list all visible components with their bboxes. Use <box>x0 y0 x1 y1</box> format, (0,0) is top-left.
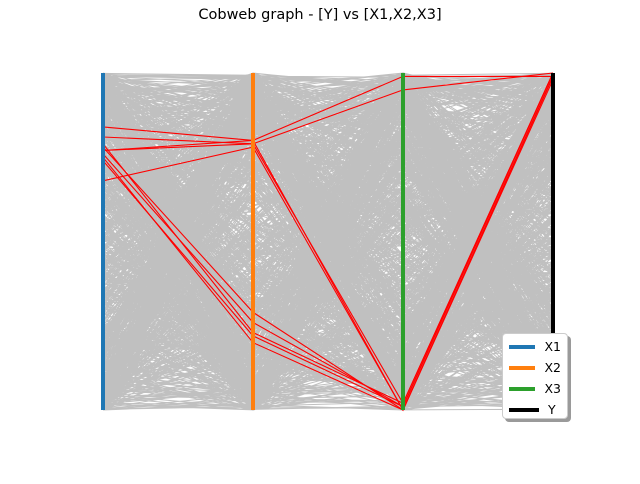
legend-swatch <box>509 407 539 412</box>
legend-swatch <box>509 386 536 391</box>
legend-item-x2: X2 <box>509 357 561 378</box>
highlighted-lines <box>102 72 554 412</box>
legend-item-y: Y <box>509 399 561 420</box>
legend-label: X3 <box>544 381 561 396</box>
legend-swatch <box>509 365 536 370</box>
legend: X1 X2 X3 Y <box>502 333 568 419</box>
highlighted-line-1 <box>102 75 553 141</box>
highlighted-line-8 <box>102 76 554 411</box>
legend-label: Y <box>548 402 556 417</box>
legend-item-x1: X1 <box>509 336 561 357</box>
legend-label: X1 <box>544 339 561 354</box>
legend-item-x3: X3 <box>509 378 561 399</box>
background-sample-lines <box>102 71 554 412</box>
highlighted-line-2 <box>102 72 554 152</box>
highlighted-line-9 <box>102 72 554 405</box>
background-lines <box>102 71 554 412</box>
highlighted-line-5 <box>102 72 554 408</box>
legend-label: X2 <box>544 360 561 375</box>
highlighted-line-10 <box>102 79 554 412</box>
legend-swatch <box>509 344 536 349</box>
chart-title: Cobweb graph - [Y] vs [X1,X2,X3] <box>198 7 442 23</box>
